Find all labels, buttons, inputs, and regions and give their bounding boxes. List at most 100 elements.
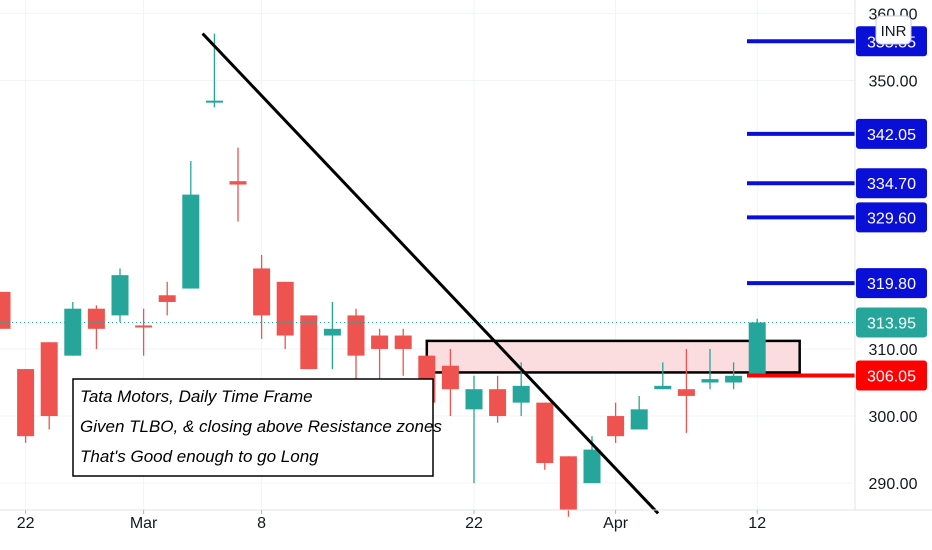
price-tick-label-1: 300.00 xyxy=(869,409,918,426)
plot-area[interactable]: Tata Motors, Daily Time Frame Given TLBO… xyxy=(0,0,855,517)
candle-body-17 xyxy=(394,335,412,349)
candle-body-10 xyxy=(229,181,247,185)
candle-body-22 xyxy=(512,385,530,403)
candles xyxy=(0,33,766,517)
time-tick-label-1: Mar xyxy=(130,515,158,532)
price-axis-labels: 355.85342.05334.70329.60319.80306.05313.… xyxy=(856,26,927,391)
candle-body-31 xyxy=(725,375,743,383)
candle-23 xyxy=(536,402,554,470)
time-tick-label-4: Apr xyxy=(603,515,629,532)
candle-32 xyxy=(748,318,766,376)
candle-14 xyxy=(323,301,341,370)
level-price-badge-3 xyxy=(856,202,927,233)
time-axis-ticks: 22 Mar 8 22 Apr 12 xyxy=(17,510,766,532)
candle-body-16 xyxy=(371,335,389,349)
candle-body-5 xyxy=(111,275,129,316)
annotation-line-1: Tata Motors, Daily Time Frame xyxy=(80,387,313,406)
time-tick-label-3: 22 xyxy=(465,515,483,532)
resistance-zone-layer xyxy=(425,339,801,374)
candle-body-7 xyxy=(158,295,176,302)
candle-body-3 xyxy=(64,308,82,356)
candle-6 xyxy=(135,308,153,356)
candle-0 xyxy=(0,291,11,329)
candle-3 xyxy=(64,301,82,356)
level-price-badge-2 xyxy=(856,168,927,199)
candle-7 xyxy=(158,281,176,316)
level-price-label-5: 306.05 xyxy=(867,368,916,385)
candle-body-9 xyxy=(205,100,223,103)
candle-body-15 xyxy=(347,315,365,356)
candle-10 xyxy=(229,147,247,222)
candle-body-1 xyxy=(17,369,35,437)
candle-body-28 xyxy=(654,385,672,390)
trendline xyxy=(201,32,660,515)
candle-24 xyxy=(559,456,577,517)
candle-11 xyxy=(253,255,271,339)
candle-body-26 xyxy=(607,416,625,437)
candle-body-4 xyxy=(87,308,105,329)
candle-body-23 xyxy=(536,402,554,464)
candle-body-21 xyxy=(489,389,507,417)
level-price-badge-1 xyxy=(856,118,927,149)
annotation-line-2: Given TLBO, & closing above Resistance z… xyxy=(80,417,442,436)
candle-2 xyxy=(40,342,58,430)
candle-13 xyxy=(300,315,318,370)
candle-17 xyxy=(394,328,412,376)
level-price-label-2: 334.70 xyxy=(867,176,916,193)
candle-body-8 xyxy=(182,194,200,289)
candle-body-14 xyxy=(323,328,341,336)
annotation-box: Tata Motors, Daily Time Frame Given TLBO… xyxy=(72,378,442,477)
level-price-badge-4 xyxy=(856,268,927,299)
candle-4 xyxy=(87,305,105,349)
resistance-zone xyxy=(425,339,801,374)
price-tick-label-0: 290.00 xyxy=(869,476,918,493)
annotation-frame xyxy=(72,378,434,477)
last-price-badge xyxy=(856,307,927,338)
candle-body-6 xyxy=(135,325,153,328)
price-tick-label-2: 310.00 xyxy=(869,342,918,359)
currency-badge[interactable] xyxy=(875,15,912,45)
last-price-label: 313.95 xyxy=(867,315,916,332)
level-price-label-1: 342.05 xyxy=(867,127,916,144)
level-price-badge-5 xyxy=(856,360,927,391)
candle-21 xyxy=(489,375,507,423)
candle-body-11 xyxy=(253,268,271,316)
trendline-layer xyxy=(201,32,660,515)
candle-20 xyxy=(465,375,483,484)
candle-8 xyxy=(182,161,200,289)
candle-12 xyxy=(276,281,294,349)
candle-1 xyxy=(17,369,35,443)
price-tick-label-3: 350.00 xyxy=(869,74,918,91)
candle-body-25 xyxy=(583,449,601,484)
candle-body-0 xyxy=(0,291,11,329)
annotation-line-3: That's Good enough to go Long xyxy=(80,447,319,466)
time-tick-label-2: 8 xyxy=(257,515,266,532)
candle-body-29 xyxy=(677,389,695,396)
candle-19 xyxy=(441,348,459,417)
time-tick-label-0: 22 xyxy=(17,515,35,532)
candle-15 xyxy=(347,308,365,383)
candle-body-12 xyxy=(276,281,294,336)
candle-31 xyxy=(725,362,743,390)
candle-body-13 xyxy=(300,315,318,370)
currency-label: INR xyxy=(881,23,907,40)
candle-body-19 xyxy=(441,365,459,390)
candle-28 xyxy=(654,362,672,390)
candle-27 xyxy=(630,395,648,430)
level-lines xyxy=(747,39,855,378)
candle-body-30 xyxy=(701,379,719,383)
level-price-label-4: 319.80 xyxy=(867,276,916,293)
candle-29 xyxy=(677,348,695,433)
candle-30 xyxy=(701,348,719,390)
candle-body-2 xyxy=(40,342,58,417)
time-axis[interactable]: 22 Mar 8 22 Apr 12 xyxy=(0,509,932,532)
candle-body-32 xyxy=(748,322,766,376)
candle-body-20 xyxy=(465,389,483,410)
candle-body-24 xyxy=(559,456,577,510)
candle-5 xyxy=(111,268,129,323)
level-price-label-3: 329.60 xyxy=(867,210,916,227)
candle-26 xyxy=(607,402,625,443)
